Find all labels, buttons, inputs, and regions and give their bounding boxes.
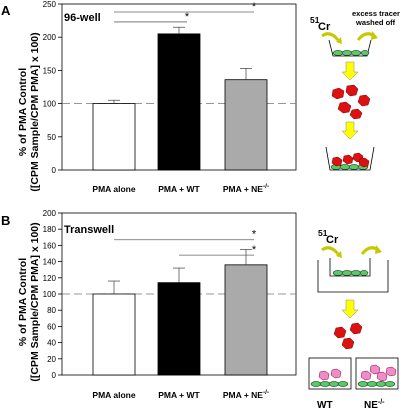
arrow-head-icon: [371, 31, 378, 40]
category-label: PMA + WT: [158, 184, 200, 194]
well-label-ne-text: NE: [364, 400, 378, 411]
category-label-text: PMA + NE: [223, 184, 263, 194]
y-tick-label: 0: [52, 166, 57, 175]
y-tick-label: 50: [47, 133, 56, 142]
panel-a-plot: 0 50 100 150 200 250 PMA alone PMA + WT PMA + NE…: [43, 0, 297, 194]
panel-a-title: 96-well: [64, 12, 101, 24]
red-cells-icon: [331, 152, 370, 168]
bar: [157, 282, 201, 376]
panel-a-ylabel-line1: % of PMA Control: [17, 68, 29, 156]
cell-layer-icon: [310, 381, 396, 387]
category-label: PMA alone: [92, 184, 135, 194]
y-tick-label: 200: [43, 209, 57, 218]
category-label-text: PMA + NE: [223, 390, 263, 400]
significance-star: *: [252, 1, 257, 13]
panel-b-ylabel-line2: ([CPM Sample/CPM PMA] x 100): [29, 222, 41, 381]
significance-star: *: [252, 229, 257, 241]
panel-b-title: Transwell: [64, 224, 114, 236]
well-label-ne: NE-/-: [364, 399, 385, 411]
panel-a-diagram: 51 Cr excess tracer washed off: [310, 9, 400, 171]
y-tick-label: 250: [43, 0, 57, 9]
y-tick-label: 120: [43, 274, 57, 283]
bar: [157, 33, 201, 171]
bar: [92, 103, 136, 171]
isotope-mass-b: 51: [318, 228, 328, 238]
isotope-label-b: Cr: [326, 234, 339, 246]
y-tick-label: 80: [47, 306, 56, 315]
category-label-sup: -/-: [263, 183, 269, 190]
cell-layer-icon: [332, 270, 369, 276]
y-tick-label: 20: [47, 355, 56, 364]
arrow-head-icon: [336, 251, 342, 258]
y-tick-label: 40: [47, 339, 56, 348]
well-label-wt: WT: [317, 400, 333, 411]
panel-b-plot: 0 20 40 60 80 100 120 140 160 180 200 PMA alone PMA …: [43, 209, 297, 400]
panel-b-diagram: 51 Cr: [308, 228, 399, 411]
panel-b: B 0 20 40 60 80 100 120 140 160 180 200 PMA alone PM…: [1, 209, 297, 400]
y-tick-label: 100: [43, 100, 57, 109]
panel-a-ylabel-line2: ([CPM Sample/CPM PMA] x 100): [29, 32, 41, 191]
dish-icon: [328, 39, 372, 57]
significance-star: *: [185, 11, 190, 23]
red-cells-icon: [331, 84, 371, 120]
category-label: PMA alone: [92, 390, 135, 400]
pink-cells-icon: [318, 364, 397, 382]
cell-layer-icon: [332, 50, 370, 56]
arrow-curve-in-b-icon: [321, 246, 340, 255]
bar: [224, 264, 268, 376]
panel-a-label: A: [1, 3, 11, 18]
red-cells-icon: [333, 322, 363, 350]
bar: [224, 79, 268, 171]
transwell-insert-icon: [329, 258, 371, 277]
panel-a: A 0 50 100 150 200 250 PMA alone PMA + WT PMA + …: [1, 0, 297, 194]
category-label: PMA + NE-/-: [223, 389, 269, 400]
significance-star: *: [252, 244, 257, 256]
y-tick-label: 180: [43, 225, 57, 234]
bar: [92, 293, 136, 376]
category-label-sup: -/-: [263, 389, 269, 396]
arrow-down-icon: [341, 121, 359, 140]
arrow-down-icon: [341, 299, 359, 319]
isotope-label-a: Cr: [318, 21, 331, 33]
note-line1-a: excess tracer: [352, 9, 400, 18]
well-label-ne-sup: -/-: [378, 399, 385, 406]
panel-b-ylabel-line1: % of PMA Control: [17, 258, 29, 346]
transwell-outer-icon: [317, 260, 389, 293]
y-tick-label: 160: [43, 241, 57, 250]
y-tick-label: 150: [43, 66, 57, 75]
arrow-head-icon: [375, 245, 382, 254]
arrow-head-icon: [336, 37, 342, 44]
dish-icon: [325, 146, 375, 171]
y-tick-label: 200: [43, 33, 57, 42]
y-tick-label: 100: [43, 290, 57, 299]
arrow-down-icon: [341, 61, 359, 81]
y-tick-label: 0: [52, 371, 57, 380]
arrow-curve-in-a-icon: [321, 32, 340, 41]
isotope-mass-a: 51: [310, 15, 320, 25]
y-tick-label: 60: [47, 322, 56, 331]
category-label: PMA + WT: [158, 390, 200, 400]
note-line2-a: washed off: [355, 18, 396, 27]
panel-b-label: B: [1, 213, 10, 228]
category-label: PMA + NE-/-: [223, 183, 269, 194]
cell-layer-icon: [330, 164, 369, 170]
y-tick-label: 140: [43, 258, 57, 267]
